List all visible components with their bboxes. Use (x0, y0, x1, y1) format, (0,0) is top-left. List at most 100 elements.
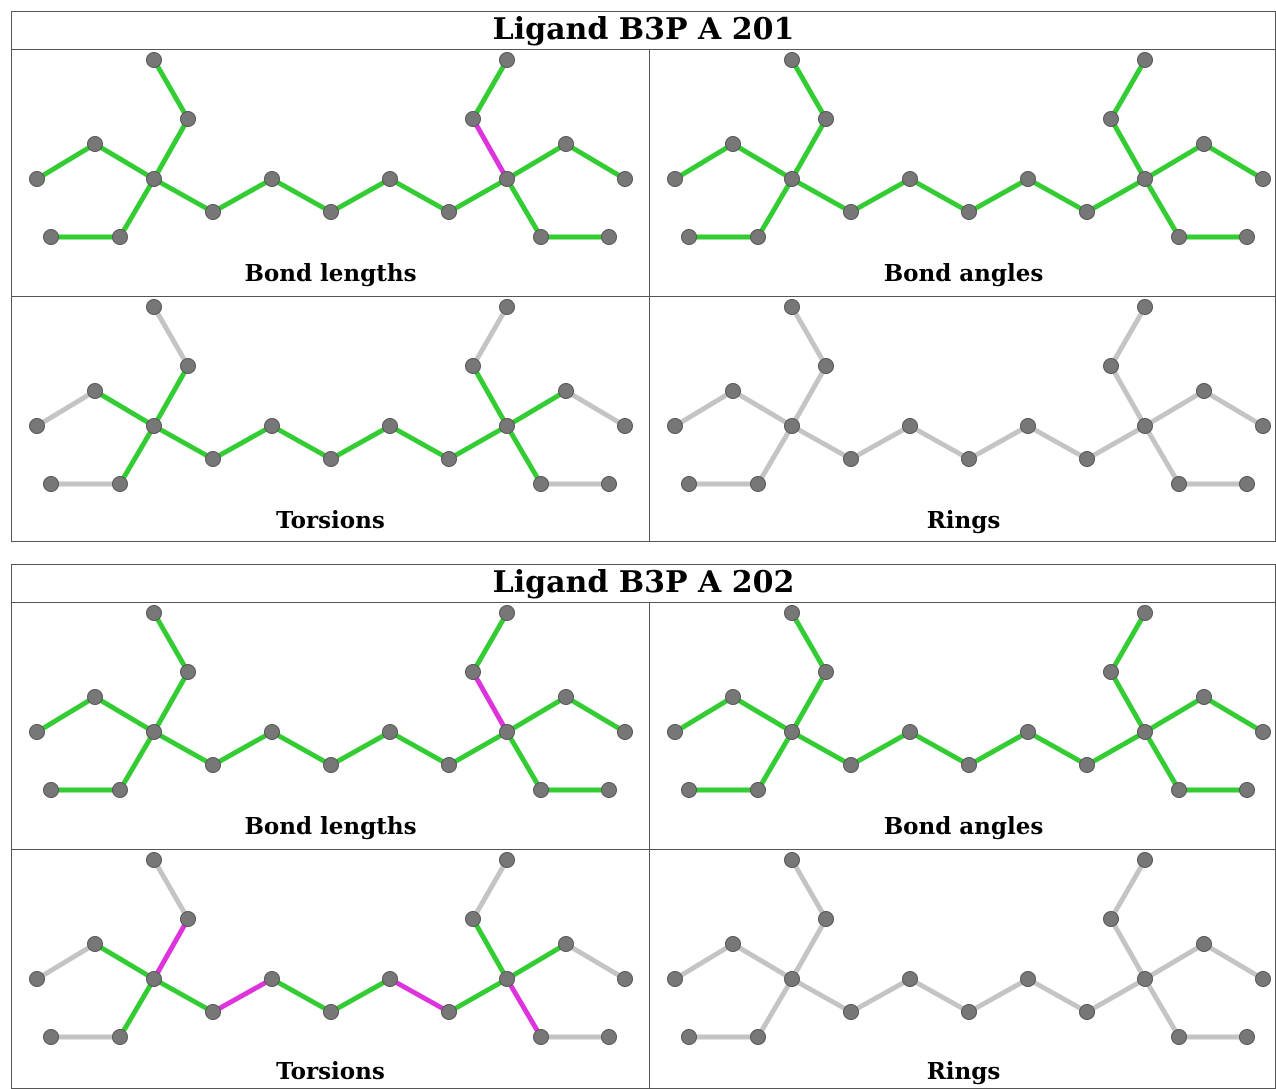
atom (146, 852, 162, 868)
bond (848, 729, 913, 768)
atom (961, 1004, 977, 1020)
bond (387, 976, 452, 1015)
atom (499, 52, 515, 68)
bond (210, 729, 275, 768)
atom (784, 852, 800, 868)
bond (1142, 176, 1182, 240)
atom (264, 971, 280, 987)
atom (1255, 971, 1271, 987)
bond (1201, 694, 1266, 735)
atom (87, 689, 103, 705)
bond (92, 941, 157, 982)
panel-divider-vertical (649, 50, 650, 541)
bond (730, 388, 795, 429)
bond (34, 388, 98, 429)
panel-caption: Bond angles (883, 260, 1044, 287)
atom (1171, 229, 1187, 245)
bond (789, 976, 854, 1015)
atom (667, 724, 683, 740)
atom (441, 204, 457, 220)
bond (848, 176, 913, 215)
atom (29, 724, 45, 740)
bond (151, 610, 191, 675)
bond (504, 941, 569, 982)
panel-torsions: Torsions (12, 850, 649, 1089)
atom (499, 418, 515, 434)
bond (789, 669, 829, 735)
atom (843, 451, 859, 467)
bond (470, 304, 510, 369)
bond (563, 388, 628, 429)
bond (151, 916, 191, 982)
atom (323, 757, 339, 773)
panel-caption: Bond lengths (244, 260, 417, 287)
atom (499, 299, 515, 315)
atom (1020, 418, 1036, 434)
atom (1137, 418, 1153, 434)
atom (1079, 1004, 1095, 1020)
bond (504, 388, 569, 429)
panel-caption: Bond angles (883, 813, 1044, 840)
panel-divider-horizontal (12, 849, 1275, 850)
atom (499, 724, 515, 740)
atom (750, 1029, 766, 1045)
atom (87, 383, 103, 399)
bond (1108, 304, 1148, 369)
atom (617, 971, 633, 987)
atom (1103, 664, 1119, 680)
atom (1255, 418, 1271, 434)
atom (843, 1004, 859, 1020)
atom (146, 971, 162, 987)
atom (465, 111, 481, 127)
atom (1171, 1029, 1187, 1045)
atom (601, 782, 617, 798)
bond (34, 694, 98, 735)
bond (966, 976, 1031, 1015)
bond (907, 729, 972, 768)
bond (755, 423, 795, 487)
bond (328, 423, 393, 462)
atom (1137, 52, 1153, 68)
bond (730, 694, 795, 735)
bond (1108, 857, 1148, 922)
atom (784, 971, 800, 987)
bond (1201, 941, 1266, 982)
atom (499, 852, 515, 868)
bond (1108, 363, 1148, 429)
bond (117, 729, 157, 793)
atom (784, 605, 800, 621)
atom (667, 971, 683, 987)
atom (264, 724, 280, 740)
atom (558, 936, 574, 952)
atom (29, 971, 45, 987)
atom (1239, 782, 1255, 798)
bond (92, 694, 157, 735)
bond (1025, 976, 1090, 1015)
atom (1171, 782, 1187, 798)
atom (902, 971, 918, 987)
bond (789, 857, 829, 922)
bond (446, 729, 510, 768)
atom (818, 358, 834, 374)
atom (784, 724, 800, 740)
atom (1137, 605, 1153, 621)
bond (92, 388, 157, 429)
bond (387, 176, 452, 215)
bond (151, 57, 191, 122)
atom (818, 911, 834, 927)
atom (205, 451, 221, 467)
bond (151, 423, 216, 462)
molecule-diagram (29, 299, 633, 492)
atom (1079, 757, 1095, 773)
atom (499, 605, 515, 621)
bond (470, 916, 510, 982)
atom (112, 229, 128, 245)
bond (504, 729, 544, 793)
atom (180, 911, 196, 927)
atom (725, 689, 741, 705)
atom (499, 171, 515, 187)
atom (1137, 171, 1153, 187)
bond (117, 976, 157, 1040)
atom (382, 724, 398, 740)
atom (902, 724, 918, 740)
